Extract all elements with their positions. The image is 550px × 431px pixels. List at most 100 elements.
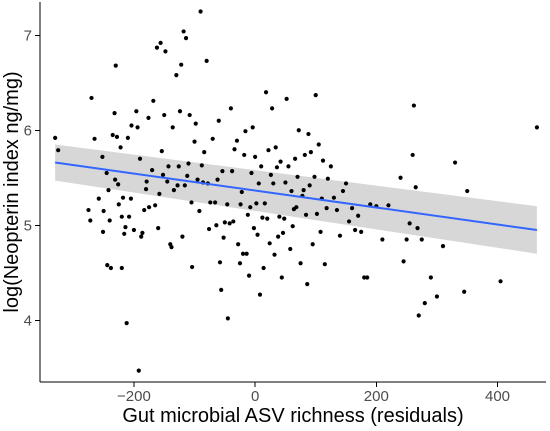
data-point	[119, 265, 124, 271]
data-point	[198, 9, 203, 14]
data-point	[116, 182, 121, 187]
data-point	[398, 175, 403, 180]
data-point	[302, 152, 307, 158]
data-point	[222, 220, 227, 225]
data-point	[136, 368, 141, 373]
data-point	[251, 226, 257, 231]
data-point	[153, 203, 158, 208]
data-point	[135, 125, 140, 130]
data-point	[165, 179, 170, 184]
data-point	[169, 245, 174, 250]
data-point	[221, 235, 226, 240]
data-point	[199, 163, 204, 168]
data-point	[146, 115, 151, 120]
x-tick-label: 400	[485, 388, 510, 405]
axes-layer: −200 0 200 400 4 5 6 7 Gut microbial ASV richnes…	[1, 2, 546, 427]
data-point	[134, 109, 139, 114]
data-point	[234, 138, 240, 143]
data-point	[171, 188, 177, 193]
data-point	[242, 152, 247, 158]
fit-line-layer	[55, 161, 538, 231]
data-point	[154, 45, 160, 50]
data-point	[298, 261, 303, 266]
data-point	[253, 154, 258, 159]
data-point	[534, 125, 540, 130]
data-point	[340, 188, 346, 194]
data-point	[331, 195, 336, 200]
data-point	[290, 224, 295, 229]
data-point	[101, 208, 106, 214]
data-point	[181, 29, 186, 34]
x-tick-label: 0	[251, 388, 259, 405]
data-point	[204, 58, 209, 64]
data-point	[320, 158, 326, 163]
data-point	[162, 112, 167, 118]
data-point	[316, 142, 321, 147]
data-point	[306, 131, 311, 137]
data-point	[283, 180, 288, 185]
data-point	[120, 195, 126, 200]
data-point	[279, 275, 284, 280]
data-point	[108, 265, 113, 271]
data-point	[407, 221, 412, 226]
data-point	[225, 316, 230, 321]
data-point	[266, 148, 271, 153]
data-point	[246, 273, 252, 278]
y-axis-title: log(Neopterin index ng/mg)	[1, 71, 23, 312]
data-point	[250, 125, 255, 130]
data-point	[170, 125, 175, 130]
data-point	[214, 223, 219, 228]
regression-line	[55, 161, 538, 231]
data-point	[295, 174, 300, 179]
data-point	[257, 292, 263, 297]
data-point	[318, 229, 323, 234]
data-point	[230, 169, 235, 174]
data-point	[365, 275, 370, 280]
data-point	[237, 261, 243, 266]
data-point	[276, 234, 281, 239]
y-tick-label: 6	[24, 122, 32, 139]
data-point	[277, 214, 282, 219]
data-point	[137, 156, 143, 161]
data-point	[186, 161, 191, 166]
data-point	[150, 168, 155, 173]
data-point	[419, 237, 424, 242]
data-point	[174, 73, 179, 78]
data-point	[293, 156, 298, 161]
data-point	[118, 145, 123, 150]
data-point	[143, 187, 149, 192]
data-point	[125, 135, 130, 140]
data-point	[278, 159, 283, 164]
data-point	[261, 265, 266, 271]
data-point	[243, 129, 248, 134]
data-point	[182, 183, 187, 188]
data-point	[301, 188, 306, 193]
data-point	[126, 214, 132, 219]
data-point	[313, 93, 318, 98]
data-point	[269, 106, 275, 111]
data-point	[255, 232, 260, 237]
data-point	[428, 275, 433, 280]
data-point	[213, 200, 218, 205]
data-point	[128, 196, 133, 201]
data-point	[215, 177, 220, 182]
data-point	[202, 150, 207, 155]
data-point	[286, 164, 291, 169]
data-point	[113, 63, 118, 68]
data-point	[100, 154, 105, 159]
data-point	[288, 246, 293, 252]
data-point	[142, 207, 147, 213]
data-point	[440, 244, 446, 249]
data-point	[104, 170, 109, 176]
data-point	[197, 208, 202, 214]
data-point	[216, 118, 221, 123]
data-point	[416, 313, 421, 318]
data-point	[158, 40, 163, 45]
data-point	[244, 251, 249, 256]
data-point	[192, 139, 197, 144]
data-point	[193, 121, 198, 126]
data-point	[312, 174, 317, 179]
data-point	[349, 206, 355, 211]
